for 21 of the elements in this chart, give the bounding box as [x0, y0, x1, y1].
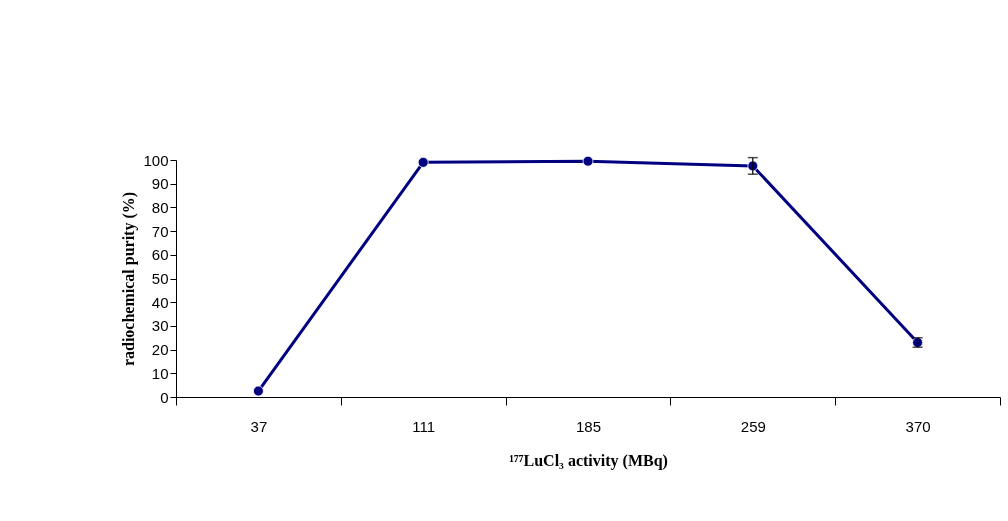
- y-tick-label: 20: [151, 341, 169, 359]
- point: [253, 385, 264, 397]
- y-tick-label: 50: [151, 270, 169, 287]
- x-axis-title: ¹⁷⁷LuCl₃ activity (MBq): [509, 451, 668, 470]
- x-tick-label: 259: [740, 417, 766, 435]
- y-tick-label: 60: [151, 246, 169, 264]
- point: [417, 156, 429, 168]
- y-tick-label: 30: [151, 317, 169, 335]
- y-tick-label: 10: [151, 364, 169, 382]
- y-tick-label: 80: [151, 198, 169, 216]
- y-tick-label: 70: [151, 222, 169, 240]
- y-tick-label: 100: [143, 151, 169, 169]
- y-axis-title: radiochemical purity (%): [120, 191, 139, 367]
- y-tick-label: 0: [160, 388, 169, 406]
- point: [582, 155, 594, 167]
- x-tick-label: 37: [250, 417, 268, 435]
- x-tick-label: 185: [575, 417, 602, 435]
- x-tick-label: 370: [905, 417, 931, 435]
- x-tick-label: 111: [412, 417, 436, 435]
- y-tick-label: 40: [151, 293, 169, 311]
- y-tick-label: 90: [151, 175, 169, 193]
